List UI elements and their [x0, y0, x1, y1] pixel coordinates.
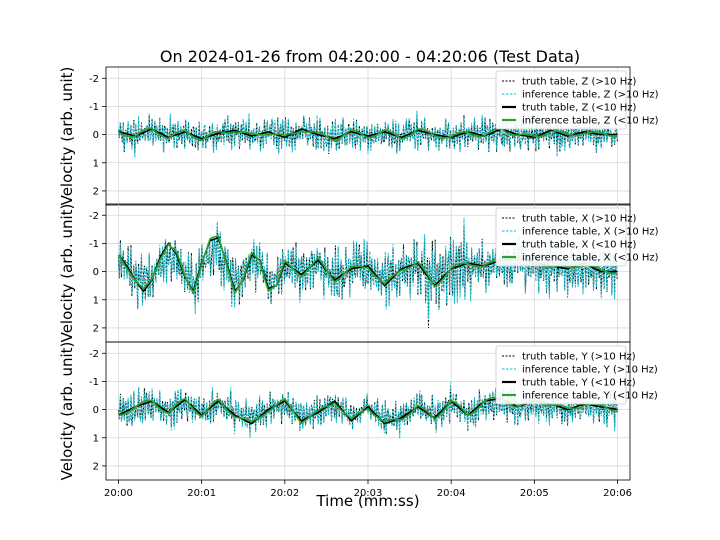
y-tick-label: 1: [93, 158, 99, 169]
x-tick-label: 20:00: [104, 488, 133, 499]
y-tick-label: 0: [93, 405, 99, 416]
y-tick-label: 2: [93, 186, 99, 197]
y-tick-label: -2: [89, 211, 99, 222]
y-tick-label: 2: [93, 461, 99, 472]
panel-z: -2 -1 0 1 2 Velocity (arb. unit) truth table, …: [58, 66, 659, 206]
chart-title: On 2024-01-26 from 04:20:00 - 04:20:06 (…: [160, 47, 580, 66]
x-tick-label: 20:02: [270, 488, 299, 499]
legend-entry: inference table, Y (<10 Hz): [522, 391, 658, 402]
y-tick-label: -2: [89, 74, 99, 85]
legend-z: truth table, Z (>10 Hz) inference table, …: [495, 70, 659, 130]
legend-entry: truth table, Y (<10 Hz): [522, 378, 636, 389]
y-tick-label: 1: [93, 433, 99, 444]
y-tick-label: -1: [89, 239, 99, 250]
y-axis-label: Velocity (arb. unit): [58, 67, 76, 206]
x-tick-label: 20:03: [354, 488, 383, 499]
y-tick-label: 1: [93, 295, 99, 306]
y-tick-label: -1: [89, 377, 99, 388]
legend-entry: inference table, Z (<10 Hz): [522, 116, 659, 127]
x-tick-label: 20:01: [187, 488, 216, 499]
legend-box: [495, 345, 627, 405]
y-tick-label: -1: [89, 102, 99, 113]
y-tick-label: 0: [93, 130, 99, 141]
legend-entry: truth table, Z (>10 Hz): [522, 77, 636, 88]
y-tick-label: -2: [89, 349, 99, 360]
legend-entry: inference table, X (>10 Hz): [522, 227, 659, 238]
panel-x: -2 -1 0 1 2 Velocity (arb. unit) truth table, …: [58, 203, 659, 343]
x-tick-labels: 20:00 20:01 20:02 20:03 20:04 20:05 20:06: [104, 480, 632, 499]
legend-entry: truth table, X (>10 Hz): [522, 214, 636, 225]
y-tick-label: 0: [93, 267, 99, 278]
legend-box: [495, 70, 627, 130]
series-truth-low-z: [118, 128, 618, 140]
legend-entry: truth table, X (<10 Hz): [522, 240, 636, 251]
y-axis-label: Velocity (arb. unit): [58, 342, 76, 481]
legend-entry: inference table, Z (>10 Hz): [522, 90, 659, 101]
legend-entry: truth table, Z (<10 Hz): [522, 103, 636, 114]
x-tick-label: 20:06: [603, 488, 632, 499]
x-tick-label: 20:05: [520, 488, 549, 499]
legend-y: truth table, Y (>10 Hz) inference table, …: [495, 345, 658, 405]
panel-y: -2 -1 0 1 2 Velocity (arb. unit) truth table, …: [58, 341, 658, 481]
series-inference-low-z: [118, 127, 618, 142]
y-tick-label: 2: [93, 323, 99, 334]
series-inference-high-z: [118, 110, 618, 158]
panels-group: -2 -1 0 1 2 Velocity (arb. unit) truth table, …: [58, 66, 659, 481]
series-inference-high-y: [118, 382, 618, 439]
legend-x: truth table, X (>10 Hz) inference table, …: [495, 207, 659, 267]
legend-box: [495, 207, 627, 267]
legend-entry: truth table, Y (>10 Hz): [522, 352, 636, 363]
legend-entry: inference table, Y (>10 Hz): [522, 365, 658, 376]
x-tick-label: 20:04: [437, 488, 466, 499]
legend-entry: inference table, X (<10 Hz): [522, 253, 659, 264]
y-axis-label: Velocity (arb. unit): [58, 204, 76, 343]
x-axis-label: Time (mm:ss): [315, 492, 419, 510]
